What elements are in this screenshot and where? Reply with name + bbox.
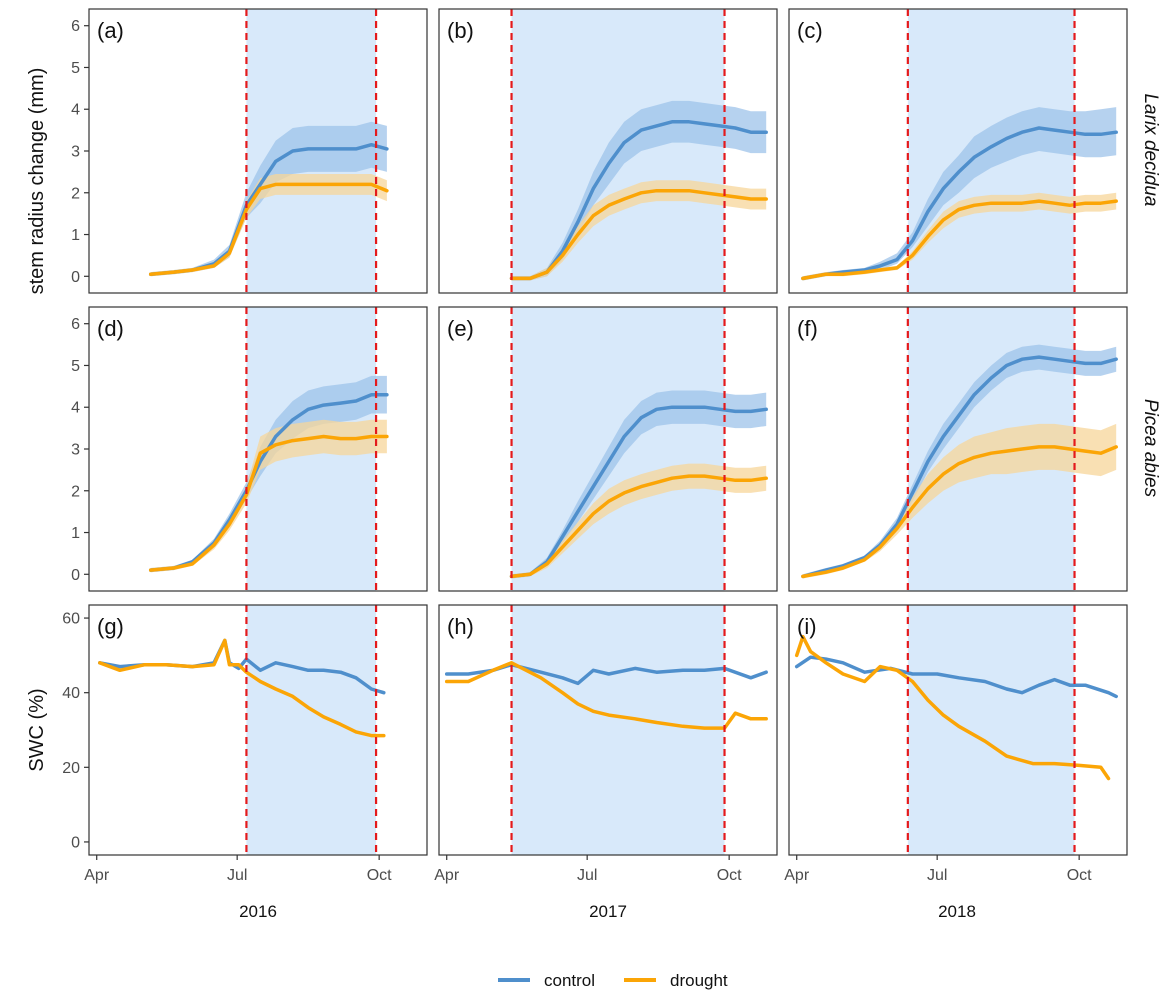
plot-area: [148, 375, 389, 573]
x-tick-label: Oct: [367, 867, 392, 884]
y-tick-label: 4: [71, 400, 80, 417]
legend-control-label: control: [544, 971, 595, 990]
y-tick-label: 5: [71, 358, 80, 375]
panel-frame: [788, 306, 1128, 592]
panel-tag: (a): [97, 18, 124, 43]
year-label-2018: 2018: [938, 902, 976, 921]
control-line: [509, 120, 768, 281]
y-tick-label: 2: [71, 483, 80, 500]
y-tick-label: 40: [62, 685, 80, 702]
y-tick-label: 2: [71, 185, 80, 202]
control-line: [801, 126, 1118, 281]
drought-line: [794, 634, 1111, 781]
y-tick-label: 3: [71, 144, 80, 161]
year-label-2016: 2016: [239, 902, 277, 921]
year-label-2017: 2017: [589, 902, 627, 921]
x-tick-label: Apr: [84, 867, 110, 884]
panel-i: (i) Apr Jul Oct: [784, 604, 1128, 884]
panel-g: (g) 0 20 40 60 Apr Jul Oct: [62, 604, 428, 884]
plot-area: [794, 634, 1118, 781]
panel-tag: (c): [797, 18, 823, 43]
panel-tag: (h): [447, 614, 474, 639]
panel-tag: (e): [447, 316, 474, 341]
control-confidence-band: [150, 375, 387, 573]
y-tick-label: 3: [71, 442, 80, 459]
panel-frame: [438, 604, 778, 856]
panel-f: (f): [788, 306, 1128, 592]
panel-e: (e): [438, 306, 778, 592]
y-tick-label: 6: [71, 316, 80, 333]
panel-h: (h) Apr Jul Oct: [434, 604, 778, 884]
panel-c: (c): [788, 8, 1128, 294]
y-tick-label: 6: [71, 18, 80, 35]
y-tick-label: 0: [71, 269, 80, 286]
y-tick-label: 0: [71, 567, 80, 584]
control-confidence-band: [802, 344, 1117, 579]
panel-d: (d) 0 1 2 3 4 5 6: [71, 306, 428, 592]
control-confidence-band: [511, 390, 767, 579]
x-tick-label: Jul: [577, 867, 597, 884]
drought-line: [444, 661, 768, 730]
plot-area: [148, 121, 389, 277]
plot-area: [444, 661, 768, 730]
drought-line: [801, 199, 1118, 281]
panel-b: (b): [438, 8, 778, 294]
control-line: [794, 655, 1118, 699]
control-confidence-band: [150, 121, 387, 277]
y-tick-label: 1: [71, 227, 80, 244]
control-confidence-band: [802, 107, 1117, 281]
drought-period-shade: [907, 605, 1075, 855]
panel-tag: (d): [97, 316, 124, 341]
x-tick-label: Jul: [227, 867, 247, 884]
row-strip-larix: Larix decidua: [1140, 93, 1161, 206]
x-tick-label: Oct: [717, 867, 742, 884]
x-tick-label: Oct: [1067, 867, 1092, 884]
drought-confidence-band: [511, 180, 767, 281]
panel-frame: [438, 306, 778, 592]
plot-area: [801, 107, 1118, 281]
x-tick-label: Jul: [927, 867, 947, 884]
x-tick-label: Apr: [434, 867, 460, 884]
drought-confidence-band: [802, 423, 1117, 579]
y-tick-label: 1: [71, 525, 80, 542]
y-tick-label: 60: [62, 611, 80, 628]
panel-grid: (a) 0 1 2 3 4 5 6 (b) (c) (d) 0 1 2 3 4 5 6 (e) (f) (g) 0 20 40…: [62, 8, 1128, 884]
panel-tag: (g): [97, 614, 124, 639]
drought-period-shade: [511, 605, 725, 855]
panel-frame: [88, 604, 428, 856]
y-axis-title-stem-radius: stem radius change (mm): [26, 68, 48, 295]
x-tick-label: Apr: [784, 867, 810, 884]
drought-line: [148, 434, 389, 572]
y-axis-title-swc: SWC (%): [26, 688, 48, 771]
panel-tag: (i): [797, 614, 817, 639]
panel-frame: [788, 8, 1128, 294]
row-strip-picea: Picea abies: [1140, 399, 1161, 498]
legend-drought-label: drought: [670, 971, 728, 990]
panel-tag: (b): [447, 18, 474, 43]
panel-a: (a) 0 1 2 3 4 5 6: [71, 8, 428, 294]
panel-frame: [438, 8, 778, 294]
panel-tag: (f): [797, 316, 818, 341]
y-tick-label: 4: [71, 102, 80, 119]
plot-area: [801, 344, 1118, 579]
drought-line: [801, 445, 1118, 579]
drought-line: [148, 182, 389, 276]
drought-period-shade: [246, 605, 377, 855]
y-tick-label: 20: [62, 760, 80, 777]
drought-line: [98, 638, 386, 738]
panel-frame: [788, 604, 1128, 856]
legend: control drought: [498, 971, 728, 990]
y-tick-label: 0: [71, 834, 80, 851]
y-tick-label: 5: [71, 60, 80, 77]
